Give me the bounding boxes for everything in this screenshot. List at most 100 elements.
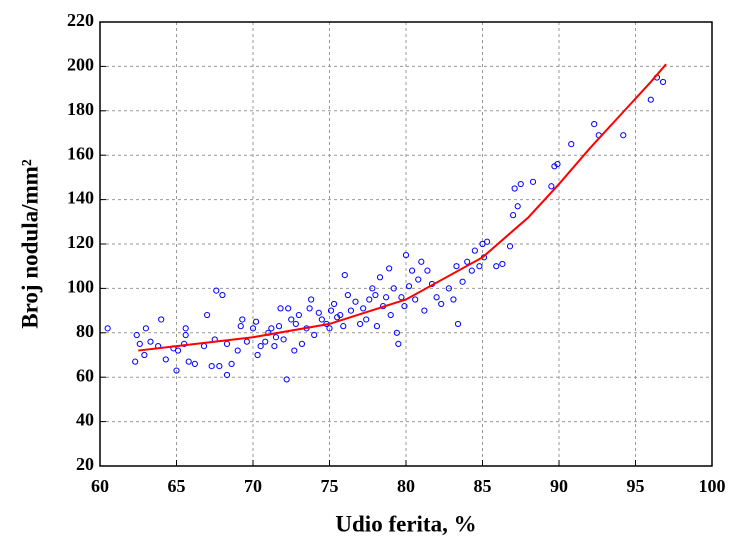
x-tick-label: 90 xyxy=(550,476,568,496)
data-point xyxy=(311,331,318,339)
data-point xyxy=(412,296,419,303)
data-point xyxy=(402,252,410,259)
data-point xyxy=(181,340,188,347)
data-point xyxy=(141,351,148,359)
data-point xyxy=(424,267,431,274)
data-point xyxy=(363,316,370,323)
data-point xyxy=(499,260,506,268)
x-tick-label: 85 xyxy=(474,476,492,496)
y-tick-label: 100 xyxy=(67,277,94,297)
data-point xyxy=(464,258,471,265)
data-point xyxy=(360,305,367,312)
y-tick-label: 20 xyxy=(76,454,94,474)
data-point xyxy=(483,238,491,245)
data-point xyxy=(291,347,298,354)
data-point xyxy=(136,340,143,347)
data-point xyxy=(369,285,376,292)
x-tick-label: 100 xyxy=(699,476,726,496)
data-point xyxy=(318,316,325,323)
data-point xyxy=(275,323,283,330)
data-point xyxy=(252,318,260,325)
data-point xyxy=(373,323,381,330)
data-point xyxy=(450,296,457,303)
y-tick-label: 160 xyxy=(67,143,94,163)
data-point xyxy=(453,263,460,270)
x-tick-label: 65 xyxy=(168,476,186,496)
data-point xyxy=(254,351,261,359)
data-point xyxy=(493,263,500,270)
data-point xyxy=(200,343,208,350)
data-point xyxy=(326,325,333,332)
data-point xyxy=(185,358,192,365)
data-point xyxy=(213,287,220,294)
data-point xyxy=(438,300,445,308)
x-tick-label: 80 xyxy=(397,476,415,496)
y-tick-label: 120 xyxy=(67,232,94,252)
data-point xyxy=(418,258,425,265)
data-point xyxy=(471,247,478,254)
y-axis-title: Broj nodula/mm² xyxy=(17,159,42,329)
y-tick-label: 80 xyxy=(76,321,94,341)
y-tick-label: 40 xyxy=(76,410,94,430)
data-point xyxy=(272,334,280,341)
data-point xyxy=(357,320,364,328)
x-axis-title: Udio ferita, % xyxy=(335,511,476,536)
data-point xyxy=(372,291,379,299)
data-point xyxy=(288,316,295,323)
data-point xyxy=(398,294,405,301)
data-point xyxy=(315,309,322,316)
data-point xyxy=(182,331,189,339)
data-point xyxy=(509,212,517,219)
data-point xyxy=(173,367,180,374)
data-point xyxy=(327,307,335,314)
data-point xyxy=(208,363,215,370)
data-point xyxy=(517,180,524,188)
data-point xyxy=(366,296,373,303)
data-point xyxy=(283,376,290,383)
data-point xyxy=(514,203,521,210)
data-point xyxy=(395,340,402,347)
y-tick-label: 220 xyxy=(67,10,94,30)
y-tick-label: 200 xyxy=(67,55,94,75)
fit-curve xyxy=(138,63,667,352)
data-point xyxy=(421,307,428,314)
data-point xyxy=(393,329,400,336)
data-point xyxy=(591,121,598,128)
data-point xyxy=(162,356,169,363)
data-point xyxy=(295,311,302,319)
data-point xyxy=(223,371,231,379)
data-point xyxy=(347,307,355,314)
data-point xyxy=(337,311,344,319)
data-point xyxy=(376,274,384,281)
data-point xyxy=(237,323,244,330)
x-tick-label: 75 xyxy=(321,476,339,496)
data-point xyxy=(548,183,555,190)
data-point xyxy=(308,296,315,303)
data-point xyxy=(147,338,154,345)
data-point xyxy=(433,294,440,301)
y-tick-label: 140 xyxy=(67,188,94,208)
data-point xyxy=(468,267,475,274)
x-tick-label: 60 xyxy=(91,476,109,496)
data-point xyxy=(445,285,452,292)
data-point xyxy=(298,340,306,347)
data-point xyxy=(409,267,416,274)
data-point xyxy=(390,285,397,292)
data-point xyxy=(262,338,269,345)
data-point xyxy=(292,320,299,328)
data-point xyxy=(219,291,226,299)
data-point xyxy=(249,325,257,332)
data-point xyxy=(506,243,514,250)
data-point xyxy=(306,305,313,312)
data-point xyxy=(659,78,667,86)
data-point xyxy=(174,347,182,354)
data-point xyxy=(476,263,483,270)
data-point xyxy=(228,360,235,367)
data-point xyxy=(234,347,241,354)
data-point xyxy=(243,338,250,345)
data-point xyxy=(104,325,111,332)
data-point xyxy=(341,271,348,279)
plot-frame xyxy=(99,21,713,467)
data-point xyxy=(459,278,466,285)
data-point xyxy=(401,303,408,310)
